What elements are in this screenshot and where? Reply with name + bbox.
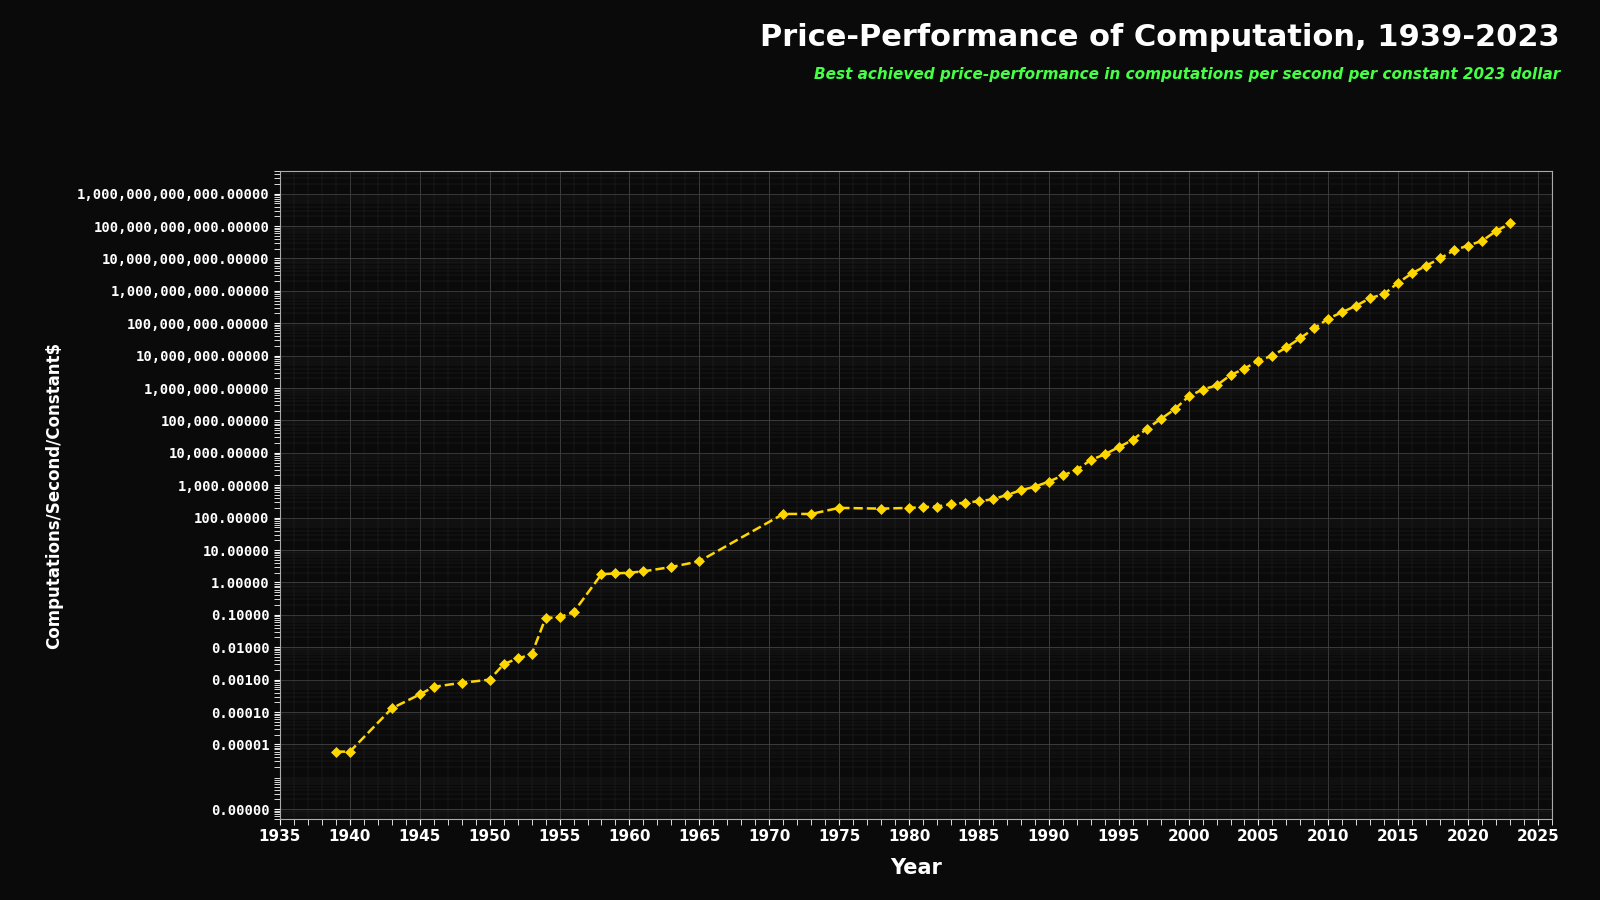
X-axis label: Year: Year xyxy=(890,859,942,878)
Y-axis label: Computations/Second/Constant$: Computations/Second/Constant$ xyxy=(45,341,62,649)
Text: Best achieved price-performance in computations per second per constant 2023 dol: Best achieved price-performance in compu… xyxy=(814,68,1560,83)
Text: Price-Performance of Computation, 1939-2023: Price-Performance of Computation, 1939-2… xyxy=(760,22,1560,51)
